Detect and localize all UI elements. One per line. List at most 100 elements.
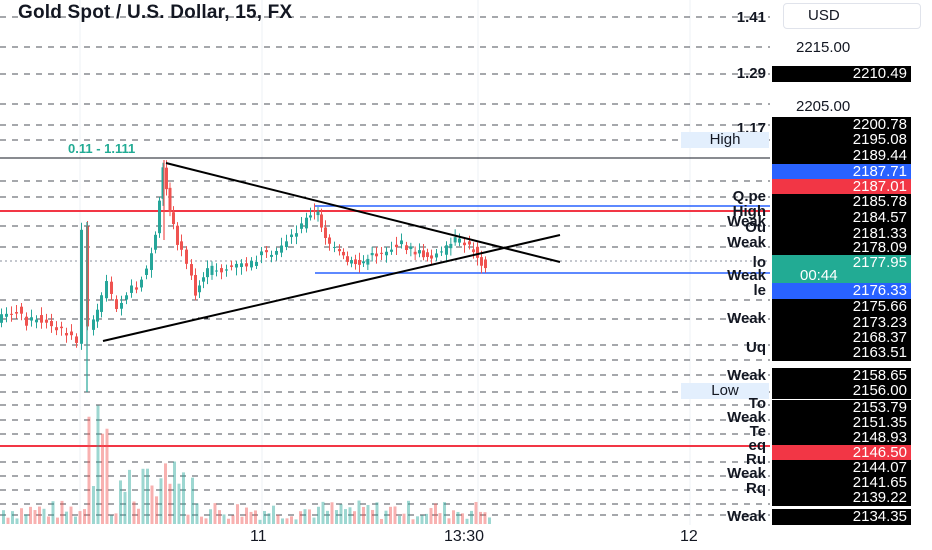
volume-bar [447, 518, 451, 524]
price-tag-blue: 2187.71 [772, 164, 911, 180]
candle-body [484, 259, 487, 269]
volume-bar [285, 518, 289, 524]
candle-body [445, 245, 448, 255]
volume-bar [177, 483, 181, 524]
candle-body [210, 265, 214, 275]
candle-body [354, 259, 357, 265]
candle-body [130, 285, 133, 293]
candle-body [370, 252, 374, 256]
candle-body [194, 275, 197, 296]
price-tag: 2175.66 [772, 299, 911, 315]
candle-body [333, 246, 336, 248]
volume-bar [200, 516, 203, 524]
candle-body [270, 254, 273, 257]
volume-bar [141, 468, 145, 524]
symbol-title[interactable]: Gold Spot / U.S. Dollar, 15, FX [18, 2, 293, 23]
level-name-ru: Ru [746, 451, 766, 468]
volume-bar [362, 506, 365, 524]
candle-body [328, 237, 331, 244]
candle-body [346, 256, 349, 262]
volume-bar [2, 510, 5, 524]
level-name-uq: Uq [746, 339, 766, 356]
volume-bar [470, 510, 473, 524]
volume-bar [204, 518, 208, 524]
candle-body [395, 244, 398, 248]
currency-button[interactable]: USD [783, 3, 921, 29]
candle-body [380, 252, 383, 254]
candle-body [422, 250, 425, 258]
candle-body [145, 268, 148, 275]
level-name-weak: Weak [727, 213, 766, 230]
candle-body [413, 251, 417, 255]
volume-bar [375, 502, 379, 524]
candle-body [275, 250, 278, 255]
volume-bar [443, 502, 446, 524]
candle-body [418, 250, 421, 254]
volume-bar [429, 508, 433, 524]
volume-bar [168, 483, 172, 524]
volume-bar [6, 517, 10, 524]
candle-body [320, 214, 323, 228]
candle-body [220, 268, 223, 273]
price-tag: 2195.08 [772, 132, 911, 148]
candle-body [426, 252, 429, 257]
price-tag: 2189.44 [772, 148, 911, 164]
candle-body [206, 268, 209, 278]
price-axis-label: 2215.00 [796, 39, 851, 56]
volume-bar [51, 501, 55, 524]
volume-bar [366, 504, 370, 524]
price-tag: 2163.51 [772, 345, 911, 361]
candle-body [350, 260, 353, 264]
volume-bar [267, 513, 271, 524]
volume-bar [335, 510, 338, 524]
candle-body [35, 319, 38, 323]
candle-body [172, 212, 175, 225]
price-tag: 2168.37 [772, 330, 911, 346]
volume-bar [24, 514, 28, 524]
candle-body [15, 312, 18, 314]
volume-bar [128, 469, 131, 524]
volume-bar [218, 510, 221, 524]
price-tag: 2200.78 [772, 117, 911, 133]
candle-body [338, 249, 341, 252]
volume-bar [164, 463, 167, 524]
last-price-tag: 2177.95 [772, 255, 911, 271]
volume-bar [60, 500, 64, 524]
volume-bar [402, 513, 406, 524]
volume-bar [38, 506, 41, 524]
price-tag: 2148.93 [772, 430, 911, 446]
candle-body [165, 167, 168, 190]
candle-body [115, 299, 118, 309]
candle-body [400, 240, 403, 245]
candle-body [180, 241, 183, 250]
level-name-1-41: 1.41 [736, 9, 766, 26]
candle-body [409, 246, 413, 250]
volume-bar [411, 519, 415, 524]
volume-bar [110, 515, 113, 524]
level-name-le: le [753, 282, 766, 299]
price-tag: 2153.79 [772, 400, 911, 416]
candle-body [80, 229, 83, 344]
level-name-lo: lo [752, 254, 766, 271]
candle-body [240, 263, 243, 267]
candle-body [255, 261, 258, 266]
volume-bar [438, 513, 442, 524]
price-axis-label: 2205.00 [796, 98, 851, 115]
volume-bar [83, 509, 86, 524]
volume-bar [132, 501, 136, 524]
volume-bar [11, 511, 14, 524]
volume-bar [452, 510, 455, 524]
price-tag: 2184.57 [772, 210, 911, 226]
volume-bar [263, 510, 266, 524]
volume-bar [245, 507, 248, 524]
volume-bar [353, 511, 356, 524]
volume-bar [209, 509, 212, 524]
volume-bar [231, 515, 235, 524]
candle-body [125, 295, 128, 300]
volume-bar [434, 503, 437, 524]
candle-body [300, 223, 303, 229]
volume-bar [420, 515, 424, 524]
candle-body [366, 258, 370, 265]
